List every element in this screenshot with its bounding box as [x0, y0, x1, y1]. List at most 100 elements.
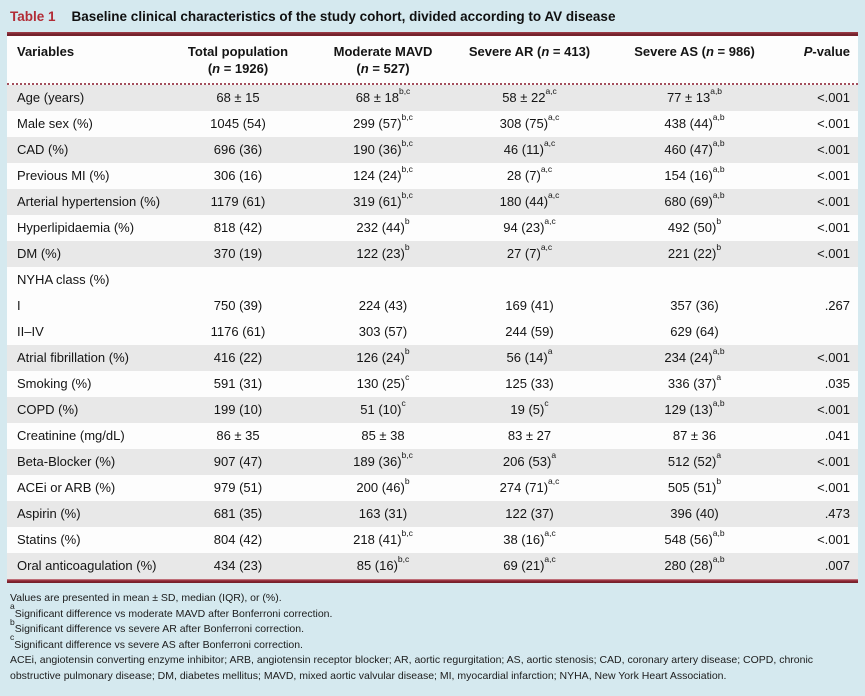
row-value-severe-ar: 274 (71)a,c	[499, 475, 560, 495]
row-value-severe-as: 492 (50)b	[667, 215, 722, 235]
row-value-moderate-mavd: 190 (36)b,c	[353, 137, 413, 157]
row-value-severe-ar: 122 (37)	[505, 506, 554, 521]
significance-superscript: a	[716, 371, 722, 382]
row-value-severe-ar: 94 (23)a,c	[503, 215, 556, 235]
significance-superscript: c	[544, 397, 549, 408]
row-value-severe-ar: 58 ± 22a,c	[502, 85, 557, 105]
footnote-values-note: Values are presented in mean ± SD, media…	[10, 592, 282, 604]
row-value-severe-ar: 83 ± 27	[507, 428, 552, 443]
table-row: Male sex (%) 1045 (54) 299 (57)b,c 308 (75)…	[7, 111, 858, 137]
significance-superscript: b	[404, 345, 410, 356]
row-value-severe-as: 221 (22)b	[667, 241, 722, 261]
row-value-severe-ar: 19 (5)c	[510, 397, 549, 417]
table-row: Smoking (%) 591 (31) 130 (25)c 125 (33) 336 …	[7, 371, 858, 397]
footnote-marker: c	[10, 632, 15, 643]
row-variable: NYHA class (%)	[17, 272, 110, 287]
significance-superscript: a	[547, 345, 553, 356]
row-variable: Age (years)	[17, 90, 85, 105]
significance-superscript: b,c	[401, 137, 413, 148]
row-value-moderate-mavd: 299 (57)b,c	[353, 111, 413, 131]
significance-superscript: b,c	[401, 449, 413, 460]
row-value-total-population: 804 (42)	[213, 532, 263, 547]
row-value-moderate-mavd: 218 (41)b,c	[353, 527, 413, 547]
significance-superscript: b,c	[398, 85, 411, 96]
row-value-moderate-mavd: 163 (31)	[358, 506, 408, 521]
table-title: Baseline clinical characteristics of the…	[71, 9, 616, 24]
row-p-value: <.001	[817, 142, 850, 157]
footnote-marker: b	[10, 616, 15, 627]
row-value-moderate-mavd: 319 (61)b,c	[353, 189, 413, 209]
significance-superscript: b,c	[401, 163, 413, 174]
row-value-total-population: 818 (42)	[213, 220, 263, 235]
table-header-row: Variables Total population (n = 1926) Moder…	[7, 36, 858, 83]
row-variable: COPD (%)	[17, 402, 79, 417]
row-value-total-population: 750 (39)	[213, 298, 263, 313]
significance-superscript: a,b	[710, 85, 723, 96]
row-value-total-population: 1179 (61)	[210, 194, 266, 209]
row-value-total-population: 907 (47)	[213, 454, 263, 469]
table-caption: Table 1 Baseline clinical characteristics…	[0, 0, 865, 32]
row-variable: Atrial fibrillation (%)	[17, 350, 129, 365]
row-variable: CAD (%)	[17, 142, 69, 157]
table-row: Creatinine (mg/dL) 86 ± 35 85 ± 38 83 ± 27 8…	[7, 423, 858, 449]
row-value-moderate-mavd: 232 (44)b	[356, 215, 410, 235]
significance-superscript: a,c	[540, 241, 553, 252]
top-rule	[7, 32, 858, 36]
row-value-severe-ar: 69 (21)a,c	[503, 553, 556, 573]
row-variable: ACEi or ARB (%)	[17, 480, 116, 495]
significance-superscript: a,b	[712, 397, 725, 408]
table-footnotes: Values are presented in mean ± SD, media…	[0, 583, 865, 684]
row-value-total-population: 68 ± 15	[216, 90, 260, 105]
row-value-severe-ar: 46 (11)a,c	[503, 137, 556, 157]
table-row: COPD (%) 199 (10) 51 (10)c 19 (5)c 129 (13)a…	[7, 397, 858, 423]
row-value-severe-as: 357 (36)	[670, 298, 719, 313]
table-row: Atrial fibrillation (%) 416 (22) 126 (24)b…	[7, 345, 858, 371]
row-value-moderate-mavd: 51 (10)c	[360, 397, 406, 417]
row-variable: Beta-Blocker (%)	[17, 454, 116, 469]
table-row: Statins (%) 804 (42) 218 (41)b,c 38 (16)a,c…	[7, 527, 858, 553]
table-row: II–IV 1176 (61) 303 (57) 244 (59) 629 (64)	[7, 319, 858, 345]
significance-superscript: c	[401, 397, 406, 408]
column-header-severe-as: Severe AS (n = 986)	[634, 44, 755, 59]
significance-superscript: c	[405, 371, 410, 382]
significance-superscript: a,b	[712, 163, 725, 174]
row-value-severe-as: 280 (28)a,b	[664, 553, 725, 573]
row-variable: Statins (%)	[17, 532, 81, 547]
row-value-severe-ar: 169 (41)	[505, 298, 554, 313]
significance-superscript: b,c	[401, 111, 413, 122]
row-value-total-population: 696 (36)	[213, 142, 263, 157]
significance-superscript: a,c	[543, 137, 556, 148]
column-header-moderate-mavd: Moderate MAVD (n = 527)	[333, 44, 433, 76]
significance-superscript: b	[404, 215, 410, 226]
row-value-severe-ar: 206 (53)a	[502, 449, 557, 469]
row-value-severe-as: 505 (51)b	[667, 475, 722, 495]
significance-superscript: a,b	[712, 137, 725, 148]
row-value-severe-as: 438 (44)a,b	[664, 111, 725, 131]
row-variable: Previous MI (%)	[17, 168, 110, 183]
significance-superscript: b	[404, 241, 410, 252]
significance-superscript: a	[551, 449, 557, 460]
row-p-value: <.001	[817, 168, 850, 183]
row-value-total-population: 86 ± 35	[216, 428, 260, 443]
row-value-severe-ar: 308 (75)a,c	[499, 111, 560, 131]
row-value-total-population: 1045 (54)	[210, 116, 266, 131]
row-p-value: <.001	[817, 246, 850, 261]
significance-superscript: a,c	[548, 111, 560, 122]
significance-superscript: b	[716, 215, 722, 226]
row-value-moderate-mavd: 130 (25)c	[356, 371, 410, 391]
table-row: Hyperlipidaemia (%) 818 (42) 232 (44)b 94 (…	[7, 215, 858, 241]
significance-superscript: a,b	[712, 553, 725, 564]
significance-superscript: a,c	[544, 215, 556, 226]
table-row: Beta-Blocker (%) 907 (47) 189 (36)b,c 206 (…	[7, 449, 858, 475]
row-p-value: <.001	[817, 116, 850, 131]
row-variable: Smoking (%)	[17, 376, 92, 391]
row-value-moderate-mavd: 122 (23)b	[356, 241, 410, 261]
significance-superscript: a,c	[540, 163, 553, 174]
row-value-severe-as: 512 (52)a	[667, 449, 722, 469]
row-variable: Oral anticoagulation (%)	[17, 558, 157, 573]
significance-superscript: b,c	[397, 553, 410, 564]
row-value-total-population: 1176 (61)	[210, 324, 266, 339]
row-value-severe-as: 87 ± 36	[672, 428, 717, 443]
row-value-moderate-mavd: 126 (24)b	[356, 345, 410, 365]
row-value-total-population: 591 (31)	[213, 376, 263, 391]
